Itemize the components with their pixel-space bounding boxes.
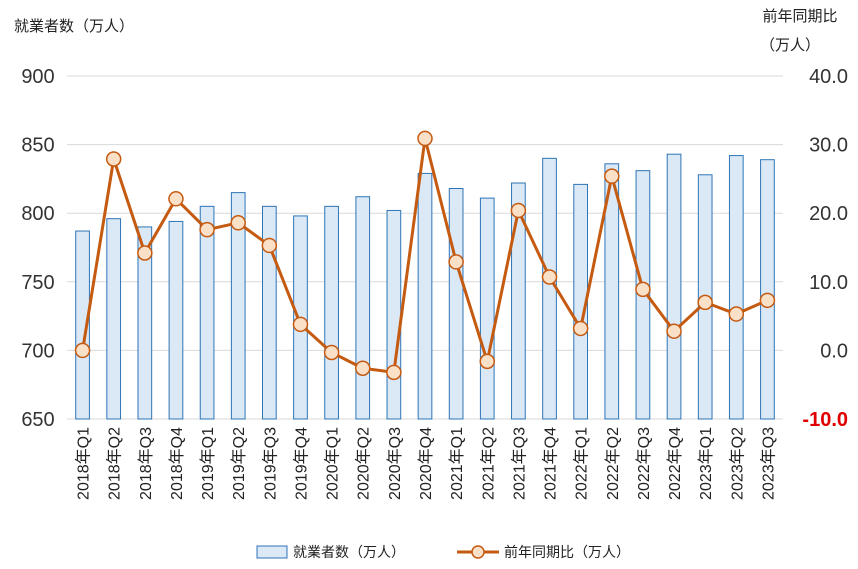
bar <box>261 205 277 420</box>
bar <box>604 163 620 420</box>
left-tick-label: 650 <box>21 409 54 431</box>
category-label: 2022年Q4 <box>666 427 684 500</box>
category-label: 2022年Q1 <box>573 427 591 500</box>
category-label: 2018年Q3 <box>137 427 155 500</box>
category-label: 2022年Q3 <box>635 427 653 500</box>
bar <box>324 205 339 420</box>
legend-bar-swatch <box>256 545 288 559</box>
left-tick-label: 700 <box>21 340 54 362</box>
yoy-point <box>386 364 402 381</box>
yoy-point <box>479 353 496 370</box>
category-label: 2021年Q1 <box>448 427 466 500</box>
category-label: 2018年Q2 <box>106 427 124 500</box>
bar <box>448 188 464 420</box>
category-label: 2023年Q1 <box>697 427 715 500</box>
yoy-point <box>137 245 153 261</box>
bar <box>511 182 526 420</box>
bar <box>199 205 215 420</box>
category-label: 2020年Q3 <box>386 427 404 500</box>
right-tick-label: 40.0 <box>809 66 848 88</box>
yoy-point <box>230 215 246 231</box>
left-tick-label: 900 <box>21 66 54 88</box>
left-tick-label: 800 <box>21 203 54 225</box>
yoy-point <box>199 221 215 238</box>
left-tick-label: 850 <box>21 135 54 157</box>
axis-ticks: 900 850 800 750 700 650 40.0 30.0 20.0 10.0 0.0 -10… <box>21 66 848 431</box>
category-label: 2018年Q4 <box>168 427 186 500</box>
bar <box>417 172 433 420</box>
yoy-point <box>261 237 278 254</box>
left-tick-label: 750 <box>21 272 54 294</box>
bar <box>168 220 184 420</box>
bar <box>75 230 90 420</box>
category-label: 2021年Q2 <box>479 427 497 500</box>
yoy-point <box>323 344 340 361</box>
bar <box>355 196 371 420</box>
legend: 就業者数（万人） 前年同期比（万人） <box>256 544 630 561</box>
category-label: 2023年Q2 <box>728 427 746 500</box>
bar <box>542 157 557 420</box>
category-labels: 2018年Q1 2018年Q2 2018年Q3 2018年Q4 2019年Q1 2019年… <box>75 427 778 500</box>
yoy-point <box>168 191 184 207</box>
right-tick-label: 10.0 <box>809 272 848 294</box>
yoy-point <box>510 202 527 219</box>
yoy-point <box>604 168 620 184</box>
yoy-point <box>448 254 464 270</box>
legend-bar-label: 就業者数（万人） <box>293 545 405 561</box>
bar <box>760 159 775 420</box>
yoy-point <box>417 130 433 147</box>
category-label: 2019年Q1 <box>199 427 217 500</box>
category-label: 2022年Q2 <box>604 427 622 500</box>
right-tick-label: -10.0 <box>802 409 848 431</box>
bar <box>479 197 495 420</box>
bar <box>106 218 122 420</box>
line-series <box>74 130 776 381</box>
yoy-point <box>74 342 91 359</box>
category-label: 2023年Q3 <box>759 427 777 500</box>
category-label: 2020年Q2 <box>355 427 373 500</box>
legend-line-marker <box>471 545 485 559</box>
bar <box>666 153 682 420</box>
bar <box>386 209 402 420</box>
category-label: 2020年Q4 <box>417 427 435 500</box>
bar <box>230 192 246 420</box>
category-label: 2021年Q4 <box>542 427 560 500</box>
category-label: 2019年Q4 <box>292 427 310 500</box>
yoy-point <box>666 323 682 339</box>
bar <box>728 155 744 420</box>
yoy-point <box>292 316 309 333</box>
legend-line-label: 前年同期比（万人） <box>504 544 630 561</box>
category-label: 2019年Q2 <box>230 427 248 500</box>
right-tick-label: 0.0 <box>820 340 848 362</box>
yoy-point <box>697 294 713 311</box>
yoy-point <box>541 269 558 285</box>
yoy-point <box>759 292 776 309</box>
bar <box>137 226 153 420</box>
yoy-point <box>635 281 651 298</box>
right-tick-label: 30.0 <box>809 135 848 157</box>
yoy-point <box>728 306 745 322</box>
right-axis-title-line2: （万人） <box>760 36 820 54</box>
category-label: 2020年Q1 <box>324 427 342 500</box>
category-label: 2021年Q3 <box>510 427 528 500</box>
category-label: 2018年Q1 <box>75 427 93 500</box>
yoy-point <box>105 151 122 167</box>
left-axis-title: 就業者数（万人） <box>14 17 134 35</box>
right-axis-title-line1: 前年同期比 <box>762 7 837 25</box>
category-label: 2019年Q3 <box>261 427 279 500</box>
yoy-point <box>354 360 371 376</box>
yoy-point <box>572 320 589 337</box>
right-tick-label: 20.0 <box>809 203 848 225</box>
